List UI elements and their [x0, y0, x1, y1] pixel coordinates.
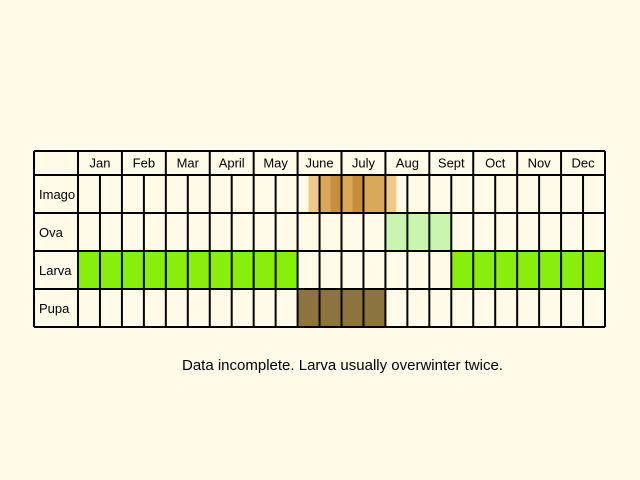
month-label-mar: Mar: [177, 156, 200, 171]
row-label-imago: Imago: [39, 187, 75, 202]
month-label-feb: Feb: [133, 156, 155, 171]
band-larva-1: [451, 251, 605, 289]
row-label-pupa: Pupa: [39, 301, 70, 316]
band-imago-3: [352, 175, 364, 213]
month-label-oct: Oct: [485, 156, 506, 171]
month-label-nov: Nov: [528, 156, 552, 171]
month-label-jan: Jan: [89, 156, 110, 171]
month-label-july: July: [352, 156, 376, 171]
row-label-larva: Larva: [39, 263, 72, 278]
month-label-april: April: [219, 156, 245, 171]
month-label-june: June: [305, 156, 333, 171]
month-label-aug: Aug: [396, 156, 419, 171]
month-label-dec: Dec: [571, 156, 595, 171]
grid-layer: [33, 150, 606, 328]
chart-note: Data incomplete. Larva usually overwinte…: [182, 357, 503, 374]
month-label-sept: Sept: [438, 156, 465, 171]
band-ova-0: [385, 213, 452, 251]
labels-layer: Jan Feb Mar April May June July Aug Sept Oct Nov De…: [39, 156, 595, 317]
band-imago-2: [330, 175, 342, 213]
month-label-may: May: [263, 156, 288, 171]
row-label-ova: Ova: [39, 225, 64, 240]
